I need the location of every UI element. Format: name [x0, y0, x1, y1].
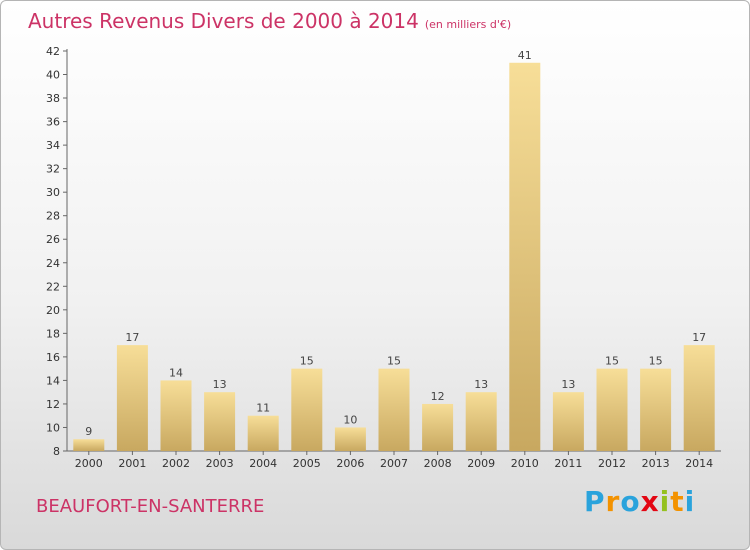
y-tick-label: 20	[46, 304, 60, 317]
bar-value-label: 10	[343, 413, 357, 426]
logo-letter: i	[659, 485, 671, 518]
y-tick-label: 12	[46, 398, 60, 411]
y-tick-label: 38	[46, 92, 60, 105]
y-tick-label: 42	[46, 45, 60, 58]
x-tick-label: 2014	[685, 457, 713, 470]
y-tick-label: 24	[46, 257, 60, 270]
x-tick-label: 2005	[293, 457, 321, 470]
bar-value-label: 12	[431, 390, 445, 403]
chart-bars	[73, 62, 715, 451]
bar	[334, 427, 366, 451]
x-tick-label: 2010	[511, 457, 539, 470]
logo-letter: P	[584, 485, 606, 518]
x-tick-label: 2000	[75, 457, 103, 470]
logo-letter: o	[620, 485, 641, 518]
city-name: BEAUFORT-EN-SANTERRE	[36, 496, 265, 517]
x-tick-label: 2002	[162, 457, 190, 470]
x-tick-label: 2012	[598, 457, 626, 470]
bar-value-label: 13	[474, 378, 488, 391]
y-tick-label: 40	[46, 69, 60, 82]
bar-value-label: 41	[518, 49, 532, 62]
bar-value-label: 15	[649, 355, 663, 368]
bar-value-label: 14	[169, 366, 183, 379]
bar-value-label: 9	[85, 425, 92, 438]
bar	[73, 439, 105, 451]
bar	[378, 368, 410, 451]
chart-subtitle: (en milliers d'€)	[424, 18, 512, 31]
y-tick-label: 32	[46, 163, 60, 176]
bar	[640, 368, 672, 451]
logo-letter: x	[640, 485, 660, 518]
y-tick-label: 34	[46, 139, 60, 152]
x-tick-label: 2003	[206, 457, 234, 470]
y-tick-label: 22	[46, 280, 60, 293]
x-tick-label: 2006	[336, 457, 364, 470]
x-tick-label: 2011	[554, 457, 582, 470]
bar-value-label: 13	[561, 378, 575, 391]
y-tick-label: 8	[53, 445, 60, 458]
bar	[247, 415, 279, 451]
chart-data-labels: 9 17 14 13 11 15 10 15 12 13 41 13 15 15 17	[85, 49, 706, 438]
bar-value-label: 15	[300, 355, 314, 368]
chart-title: Autres Revenus Divers de 2000 à 2014 (en …	[28, 9, 511, 33]
x-tick-label: 2007	[380, 457, 408, 470]
bar-value-label: 17	[125, 331, 139, 344]
y-tick-label: 28	[46, 210, 60, 223]
logo-letter: t	[670, 485, 685, 518]
y-tick-label: 26	[46, 233, 60, 246]
bar	[204, 392, 236, 451]
chart-axes: 8 10 12 14 16 18 20 22 24 26 28 30 32 34 36 38 40 42 2000 2…	[46, 45, 721, 470]
x-tick-label: 2004	[249, 457, 277, 470]
x-tick-label: 2001	[118, 457, 146, 470]
proxiti-logo: Proxiti	[584, 485, 695, 518]
bar	[552, 392, 584, 451]
bar-value-label: 11	[256, 402, 270, 415]
bar	[422, 403, 454, 451]
y-tick-label: 14	[46, 374, 60, 387]
bar	[509, 62, 541, 451]
bar-value-label: 13	[213, 378, 227, 391]
x-tick-label: 2008	[424, 457, 452, 470]
logo-letter: i	[684, 485, 696, 518]
bar	[465, 392, 497, 451]
y-tick-label: 18	[46, 327, 60, 340]
x-tick-label: 2013	[642, 457, 670, 470]
bar-value-label: 17	[692, 331, 706, 344]
logo-letter: r	[605, 485, 621, 518]
y-tick-label: 16	[46, 351, 60, 364]
bar	[683, 345, 715, 451]
bar	[291, 368, 323, 451]
x-tick-label: 2009	[467, 457, 495, 470]
bar	[116, 345, 148, 451]
bar-value-label: 15	[387, 355, 401, 368]
y-tick-label: 10	[46, 421, 60, 434]
y-tick-label: 36	[46, 116, 60, 129]
bar	[160, 380, 192, 451]
chart-title-text: Autres Revenus Divers de 2000 à 2014	[28, 9, 419, 33]
bar-value-label: 15	[605, 355, 619, 368]
bar	[596, 368, 628, 451]
y-tick-label: 30	[46, 186, 60, 199]
